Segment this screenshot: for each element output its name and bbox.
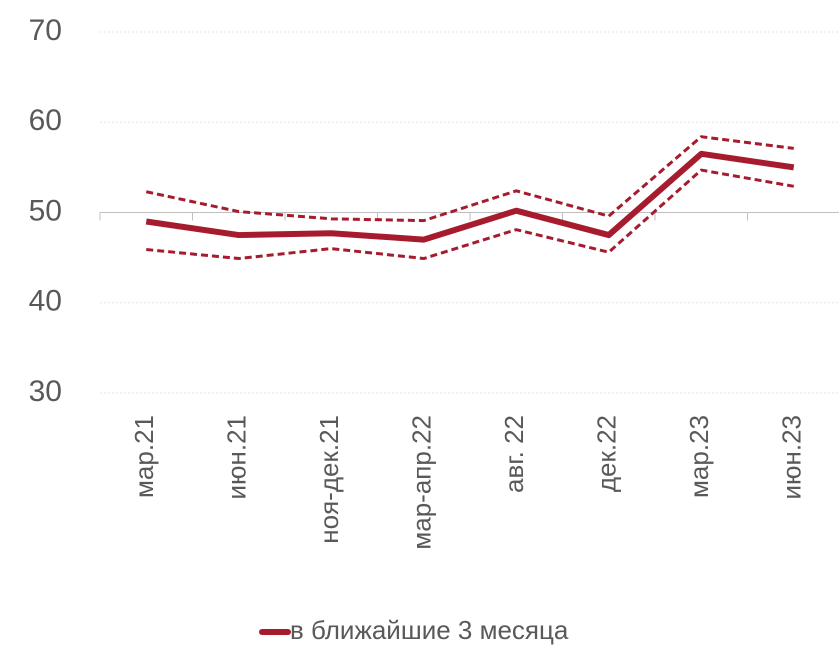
y-tick-label: 40 [29,285,62,318]
y-tick-label: 50 [29,194,62,227]
x-tick-label: авг. 22 [499,415,529,493]
y-tick-label: 70 [29,14,62,47]
x-tick-label: мар.23 [684,415,714,498]
y-tick-label: 60 [29,104,62,137]
x-tick-label: ноя-дек.21 [314,415,344,544]
x-tick-label: июн.21 [222,415,252,500]
line-series [145,150,795,243]
band-line [146,168,795,261]
legend-label: в ближайшие 3 месяца [290,615,569,645]
y-tick-label: 30 [29,375,62,408]
x-tick-label: мар.21 [129,415,159,498]
x-tick-label: июн.23 [777,415,807,500]
band-line [145,135,794,223]
x-tick-label: дек.22 [592,415,622,492]
x-tick-label: мар-апр.22 [407,415,437,550]
